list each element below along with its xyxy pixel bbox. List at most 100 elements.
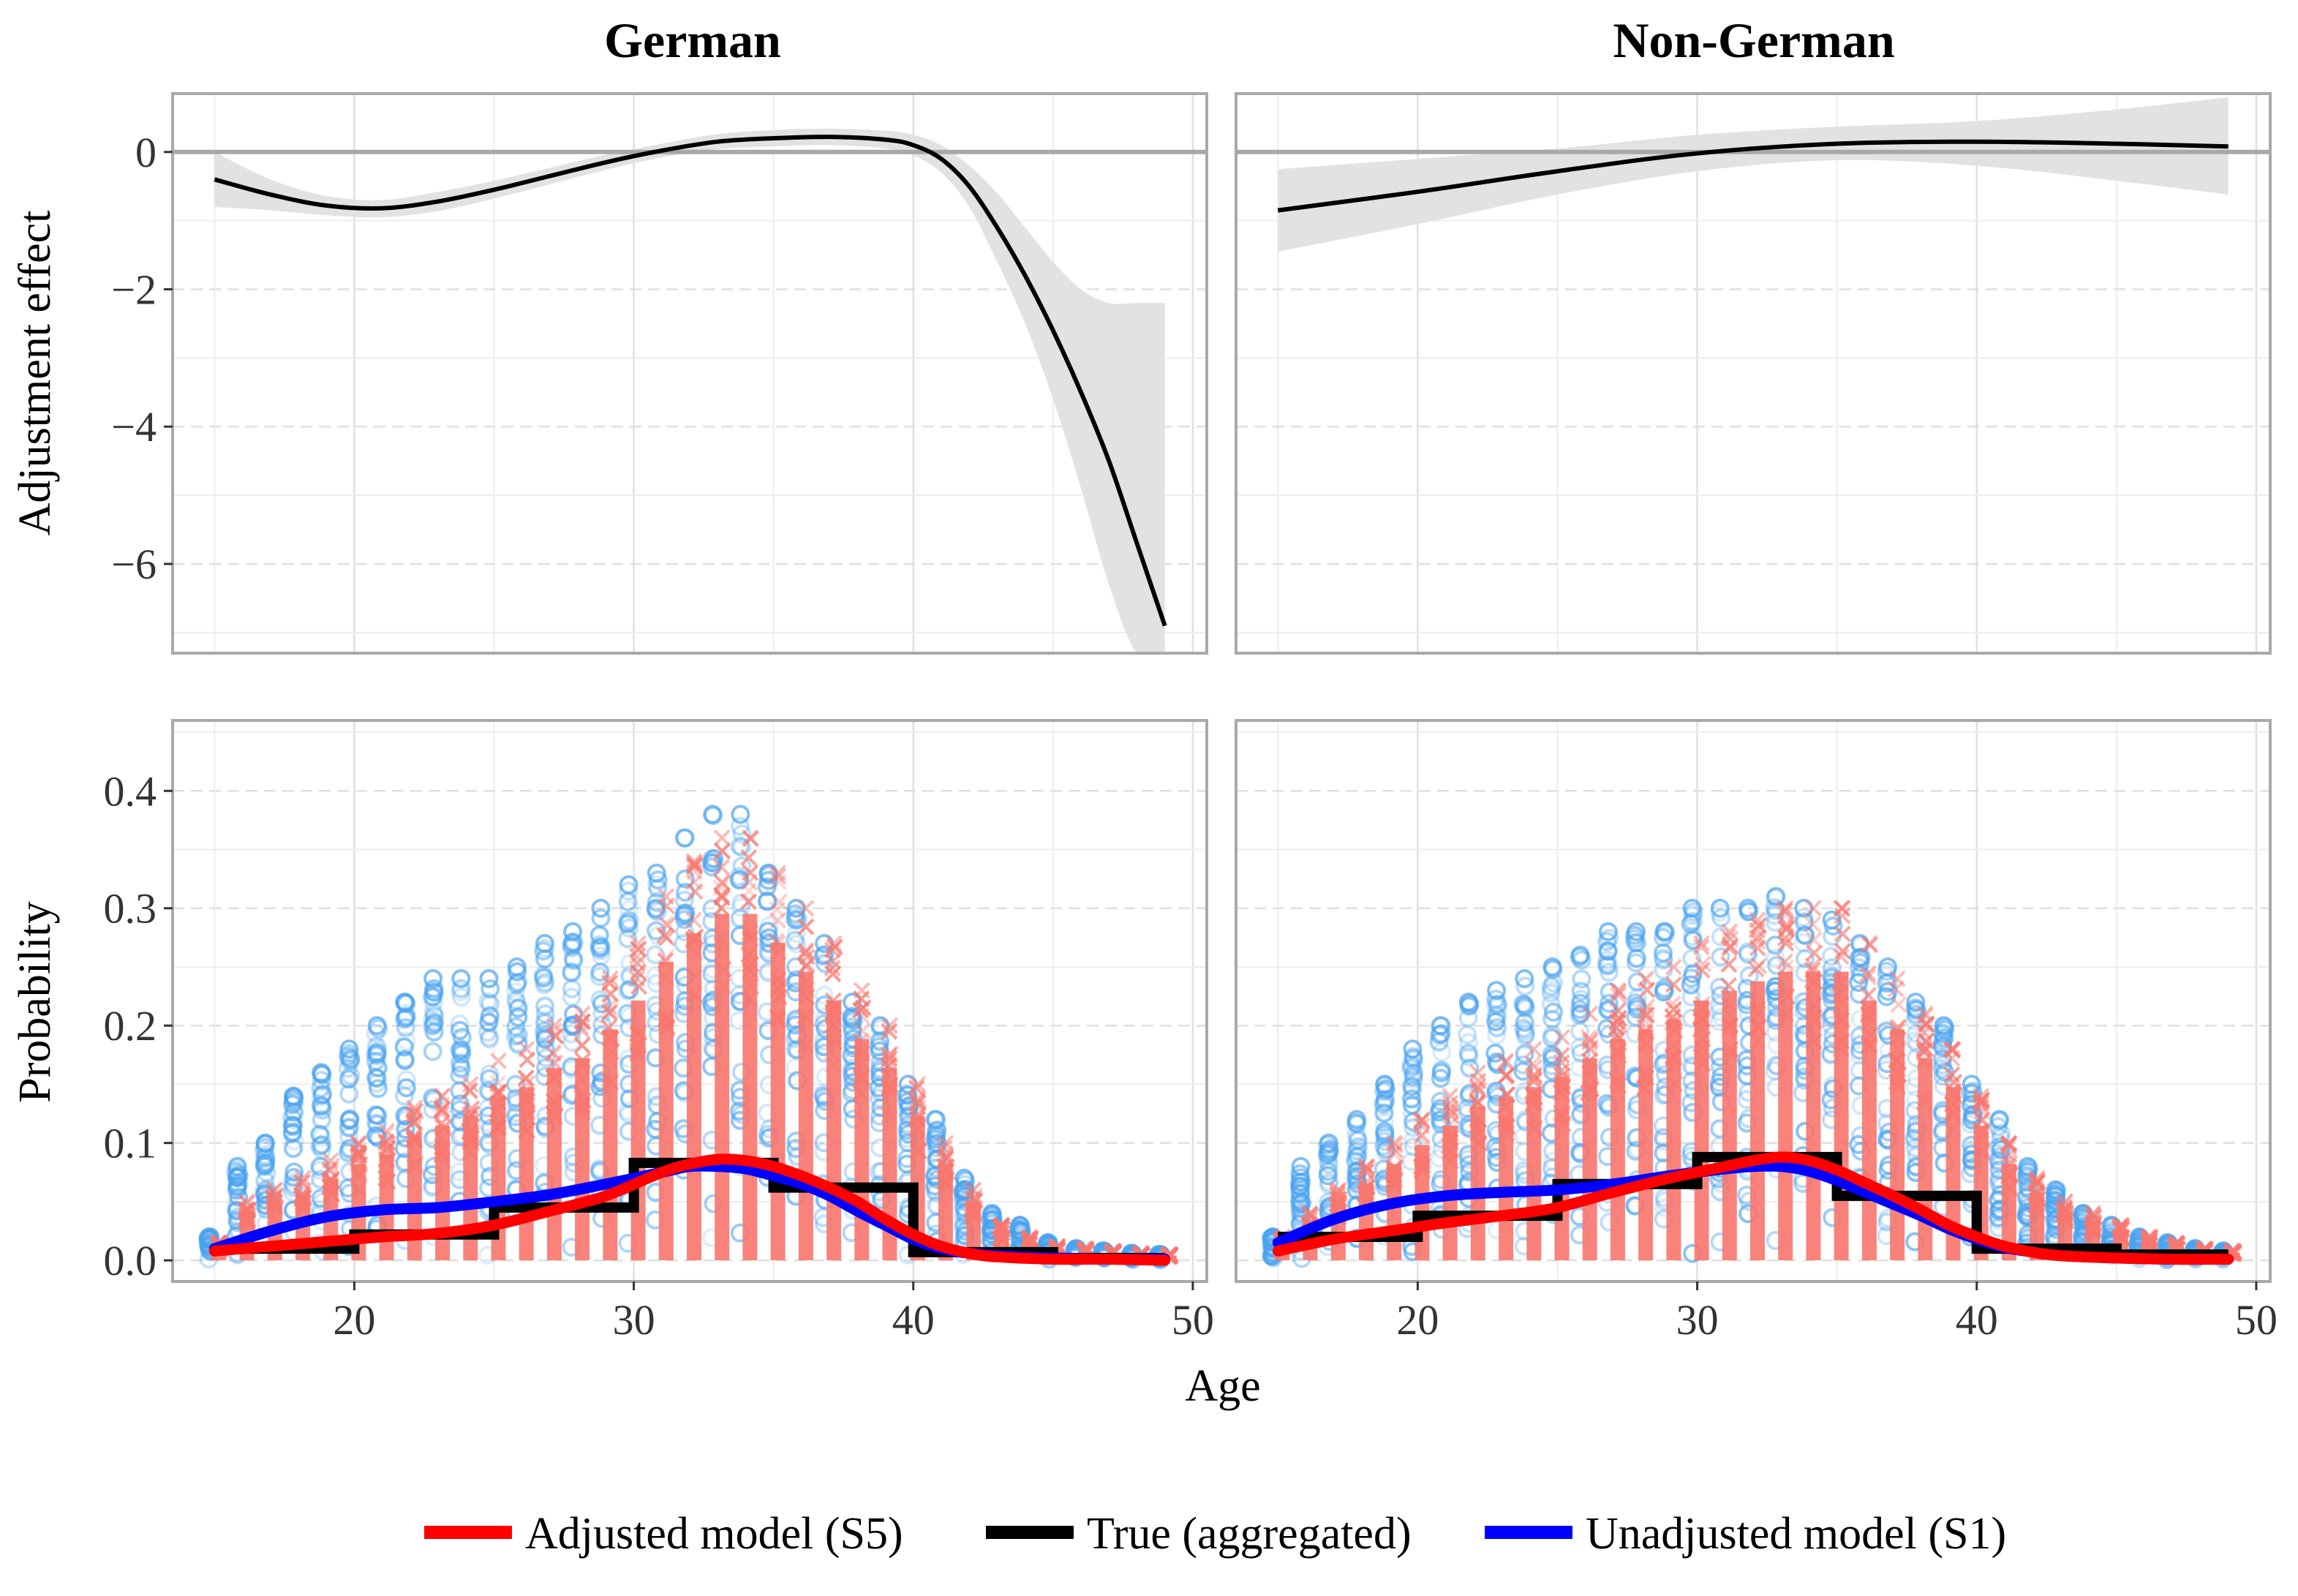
unadjusted-point (1515, 995, 1534, 1015)
unadjusted-point (1654, 943, 1673, 963)
adjusted-model-line (208, 1153, 1171, 1266)
adjusted-point (489, 1102, 506, 1118)
unadjusted-point (505, 1026, 525, 1046)
unadjusted-point (1404, 1070, 1423, 1089)
adjusted-point-column (1778, 971, 1793, 1261)
unadjusted-point (508, 1034, 528, 1053)
adjusted-point (1973, 1092, 1990, 1110)
adjusted-point (966, 1187, 984, 1204)
adjusted-point (2000, 1146, 2018, 1164)
unadjusted-point (1485, 995, 1505, 1015)
unadjusted-point (563, 1017, 583, 1036)
unadjusted-point (1431, 1016, 1450, 1036)
unadjusted-point (843, 993, 862, 1012)
adjusted-point (601, 974, 618, 992)
unadjusted-point (619, 881, 638, 901)
adjusted-point (712, 985, 730, 1002)
unadjusted-point (1905, 998, 1925, 1017)
adjusted-point (1525, 1106, 1542, 1123)
unadjusted-point (1402, 1095, 1422, 1115)
x-ticks-left: 20 30 40 50 (333, 1281, 1214, 1344)
adjusted-point (1497, 1067, 1515, 1085)
unadjusted-point (1348, 1137, 1368, 1156)
unadjusted-point (366, 1023, 385, 1043)
unadjusted-point (478, 992, 498, 1012)
adjusted-point (1581, 1067, 1599, 1085)
unadjusted-point (1486, 1006, 1506, 1025)
unadjusted-point (786, 924, 806, 944)
adjusted-point (572, 1018, 589, 1036)
unadjusted-point (813, 946, 833, 965)
unadjusted-point (1570, 1021, 1589, 1041)
adjusted-point (603, 1043, 620, 1061)
plot-area (1262, 887, 2243, 1270)
panel-border (1235, 92, 2272, 655)
facet-title-german: German (604, 12, 781, 68)
adjusted-point (435, 1120, 453, 1137)
unadjusted-point (1571, 993, 1591, 1013)
adjusted-point (405, 1158, 423, 1175)
adjusted-point (517, 1069, 535, 1087)
unadjusted-point (926, 1110, 946, 1129)
unadjusted-point (312, 1063, 331, 1083)
adjusted-point (686, 857, 704, 874)
unadjusted-point (1459, 1033, 1478, 1053)
unadjusted-point (1683, 906, 1703, 925)
unadjusted-point (1319, 1140, 1339, 1159)
adjusted-model-line (1272, 1151, 2234, 1265)
adjusted-point (1413, 1111, 1431, 1128)
adjusted-point (769, 1012, 787, 1029)
unadjusted-point (1458, 993, 1478, 1012)
adjusted-point (1666, 1022, 1684, 1039)
adjusted-point (1581, 1034, 1599, 1051)
adjusted-point (1581, 1040, 1599, 1058)
unadjusted-point (451, 1054, 471, 1074)
unadjusted-point (758, 922, 777, 941)
unadjusted-point (1347, 1127, 1367, 1147)
adjusted-point (881, 1099, 899, 1116)
unadjusted-point (731, 816, 750, 836)
adjusted-point (573, 1099, 591, 1117)
adjusted-point (1860, 986, 1877, 1004)
adjusted-point (239, 1207, 257, 1224)
adjusted-point (908, 1094, 925, 1111)
adjusted-point (769, 867, 787, 885)
unadjusted-point (535, 996, 554, 1016)
adjusted-point (434, 1088, 451, 1104)
adjusted-point (1833, 900, 1850, 917)
adjusted-point (1581, 1064, 1599, 1080)
adjusted-point (769, 944, 787, 961)
adjusted-point (768, 901, 786, 919)
adjusted-point (378, 1140, 396, 1157)
confidence-ribbon (1278, 97, 2229, 252)
unadjusted-point (1766, 948, 1785, 968)
unadjusted-point (1346, 1123, 1366, 1143)
unadjusted-point (788, 910, 807, 930)
adjusted-point (1777, 900, 1794, 917)
unadjusted-point (229, 1166, 249, 1186)
unadjusted-point (1934, 1016, 1954, 1036)
unadjusted-point (927, 1120, 947, 1140)
adjusted-point (1525, 1088, 1542, 1105)
y-tick-label: 0.0 (104, 1237, 157, 1284)
adjusted-point (1330, 1181, 1347, 1199)
unadjusted-point (535, 1010, 555, 1030)
adjusted-point (1720, 996, 1738, 1014)
adjusted-point (1638, 1020, 1654, 1037)
unadjusted-point (339, 1047, 358, 1066)
unadjusted-point (1739, 966, 1759, 986)
adjusted-point (1749, 1001, 1766, 1017)
adjusted-point (938, 1163, 955, 1180)
adjusted-point (910, 1094, 927, 1112)
unadjusted-point (1570, 945, 1590, 965)
adjusted-point (1665, 976, 1682, 993)
adjusted-point (992, 1221, 1009, 1238)
unadjusted-point (1515, 1026, 1535, 1046)
unadjusted-point (590, 963, 610, 982)
adjusted-point (853, 1044, 870, 1062)
adjusted-point-column (1638, 1029, 1654, 1261)
adjusted-point (740, 893, 757, 911)
unadjusted-point (1318, 1166, 1338, 1186)
adjusted-point (1860, 1000, 1877, 1017)
unadjusted-point (2046, 1180, 2065, 1200)
